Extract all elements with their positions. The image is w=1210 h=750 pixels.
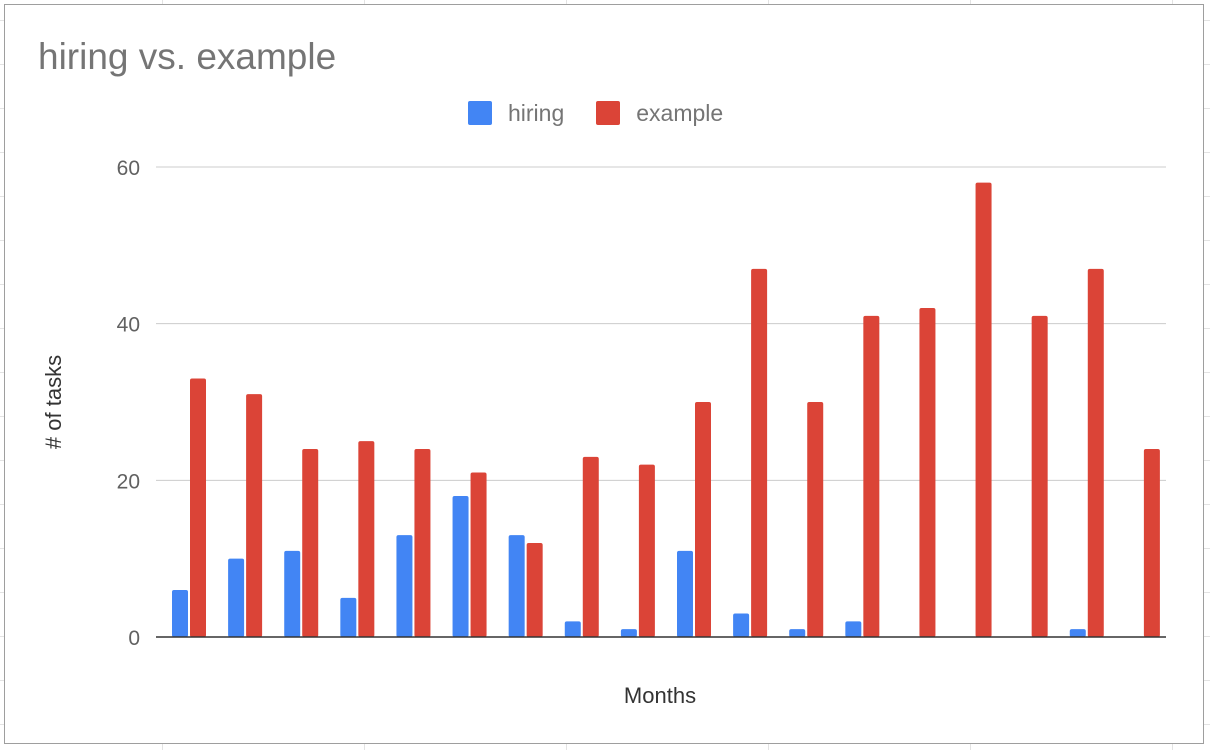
bar-example-10[interactable] — [695, 402, 711, 637]
gridlines — [156, 166, 1166, 481]
bar-example-3[interactable] — [302, 449, 319, 637]
chart-title: hiring vs. example — [38, 36, 337, 77]
bar-hiring-17[interactable] — [1069, 629, 1086, 637]
legend-swatch-hiring — [468, 101, 492, 125]
bar-example-16[interactable] — [1031, 315, 1048, 637]
bar-example-11[interactable] — [751, 268, 768, 637]
bar-example-7[interactable] — [526, 543, 543, 637]
bar-hiring-8[interactable] — [564, 621, 581, 637]
legend-label-hiring: hiring — [508, 99, 565, 126]
bar-hiring-4[interactable] — [340, 597, 357, 637]
y-tick-label-0: 0 — [128, 627, 140, 650]
legend-item-hiring[interactable]: hiring — [468, 100, 564, 127]
bar-example-1[interactable] — [190, 378, 206, 638]
y-tick-label-60: 60 — [117, 157, 140, 180]
y-axis-ticks: 0 20 40 60 — [117, 157, 140, 650]
bar-hiring-3[interactable] — [284, 550, 301, 637]
bar-example-15[interactable] — [975, 182, 992, 637]
bar-hiring-5[interactable] — [396, 535, 413, 637]
bar-example-14[interactable] — [919, 308, 936, 637]
y-axis-title: # of tasks — [41, 355, 66, 449]
bar-example-12[interactable] — [807, 402, 824, 637]
y-tick-label-40: 40 — [117, 314, 140, 337]
bar-example-4[interactable] — [358, 441, 375, 637]
bar-example-5[interactable] — [414, 449, 431, 637]
bar-hiring-7[interactable] — [508, 535, 525, 637]
bar-hiring-10[interactable] — [677, 550, 693, 637]
legend-item-example[interactable]: example — [596, 100, 723, 127]
bar-hiring-9[interactable] — [620, 629, 637, 637]
bar-example-13[interactable] — [863, 315, 880, 637]
legend-label-example: example — [636, 99, 724, 126]
chart-legend: hiring example — [468, 98, 755, 128]
bar-example-2[interactable] — [246, 394, 263, 637]
bar-hiring-11[interactable] — [733, 613, 750, 638]
y-tick-label-20: 20 — [117, 470, 140, 493]
x-axis-title: Months — [624, 683, 696, 708]
bar-hiring-13[interactable] — [845, 621, 862, 637]
bar-hiring-2[interactable] — [228, 558, 245, 637]
bar-hiring-1[interactable] — [172, 590, 188, 637]
bar-example-18[interactable] — [1143, 449, 1160, 637]
bar-hiring-6[interactable] — [452, 496, 469, 637]
bar-hiring-12[interactable] — [789, 629, 806, 637]
bars-layer — [172, 182, 1160, 638]
bar-example-6[interactable] — [470, 472, 487, 638]
bar-example-17[interactable] — [1087, 268, 1104, 637]
legend-swatch-example — [596, 101, 621, 125]
bar-example-8[interactable] — [582, 456, 599, 637]
bar-example-9[interactable] — [638, 464, 655, 637]
